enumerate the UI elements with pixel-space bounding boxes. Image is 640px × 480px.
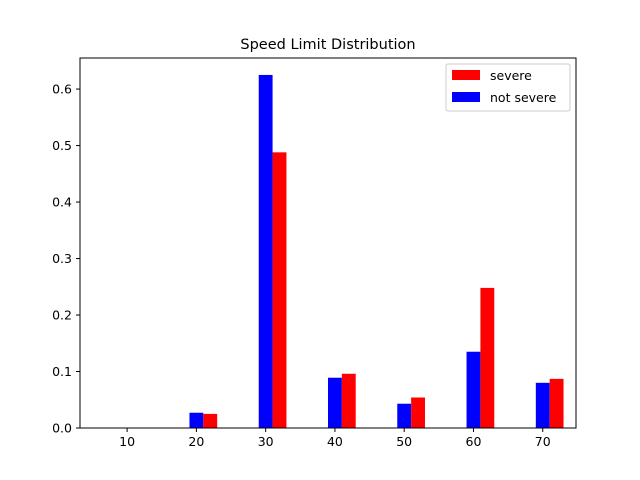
bar-not-severe-50 xyxy=(397,403,412,428)
plot-area-frame xyxy=(79,57,577,429)
bar-severe-50 xyxy=(411,397,425,428)
bar-severe-70 xyxy=(549,378,564,428)
bar-severe-30 xyxy=(272,152,287,428)
bar-not-severe-60 xyxy=(466,351,481,428)
bar-severe-60 xyxy=(480,287,495,428)
x-axis: 10 20 30 40 50 60 70 xyxy=(119,428,551,449)
y-tick-label: 0.6 xyxy=(52,82,72,97)
chart-title: Speed Limit Distribution xyxy=(240,37,415,53)
legend-label-severe: severe xyxy=(490,68,532,83)
y-tick-label: 0.1 xyxy=(52,364,72,379)
legend-label-not-severe: not severe xyxy=(490,90,557,105)
x-tick-label: 30 xyxy=(258,434,274,449)
y-tick-label: 0.0 xyxy=(52,421,72,436)
bars-group xyxy=(189,74,564,428)
x-tick-label: 20 xyxy=(188,434,204,449)
y-tick-label: 0.5 xyxy=(52,138,72,153)
y-tick-label: 0.2 xyxy=(52,308,72,323)
y-tick-label: 0.4 xyxy=(52,195,72,210)
bar-severe-20 xyxy=(203,413,218,428)
x-tick-label: 10 xyxy=(119,434,135,449)
x-tick-label: 60 xyxy=(466,434,482,449)
legend-swatch-severe xyxy=(452,70,480,80)
bar-not-severe-20 xyxy=(189,412,204,428)
bar-not-severe-30 xyxy=(258,74,273,428)
y-axis: 0.0 0.1 0.2 0.3 0.4 0.5 0.6 xyxy=(52,82,80,436)
x-tick-label: 40 xyxy=(327,434,343,449)
bar-not-severe-40 xyxy=(328,377,342,428)
bar-severe-40 xyxy=(341,373,356,428)
x-tick-label: 50 xyxy=(396,434,412,449)
bar-not-severe-70 xyxy=(535,382,550,428)
x-tick-label: 70 xyxy=(535,434,551,449)
legend: severe not severe xyxy=(445,63,571,112)
y-tick-label: 0.3 xyxy=(52,251,72,266)
legend-swatch-not-severe xyxy=(452,92,480,102)
